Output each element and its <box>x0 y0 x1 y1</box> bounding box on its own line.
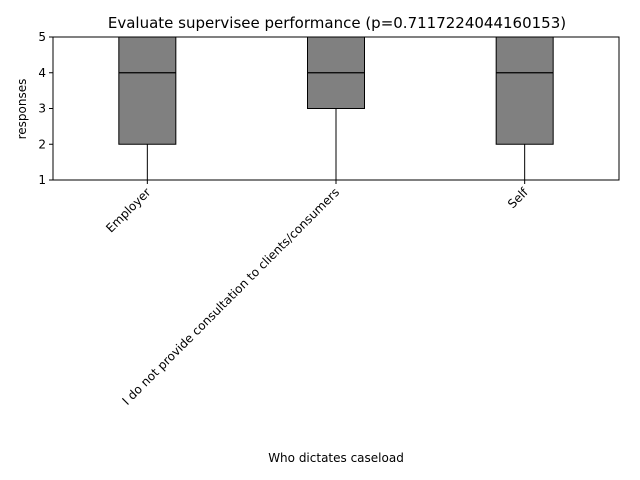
plot-area <box>52 36 620 181</box>
y-axis-label: responses <box>15 79 29 140</box>
box-group <box>495 36 554 181</box>
box-iqr <box>495 36 554 145</box>
y-axis: 1 2 3 4 5 <box>38 30 53 187</box>
y-tick-label: 4 <box>38 66 46 80</box>
box-group <box>118 36 177 181</box>
y-tick-label: 1 <box>38 173 46 187</box>
box-iqr <box>118 36 177 145</box>
chart-title: Evaluate supervisee performance (p=0.711… <box>108 14 566 32</box>
x-tick-label: I do not provide consultation to clients… <box>119 185 342 408</box>
x-tick-label: Employer <box>103 185 153 235</box>
y-tick-label: 5 <box>38 30 46 44</box>
y-tick-label: 3 <box>38 102 46 116</box>
box-group <box>307 36 365 181</box>
y-tick-label: 2 <box>38 137 46 151</box>
x-axis-label: Who dictates caseload <box>268 451 404 465</box>
x-tick-label: Self <box>505 185 531 211</box>
